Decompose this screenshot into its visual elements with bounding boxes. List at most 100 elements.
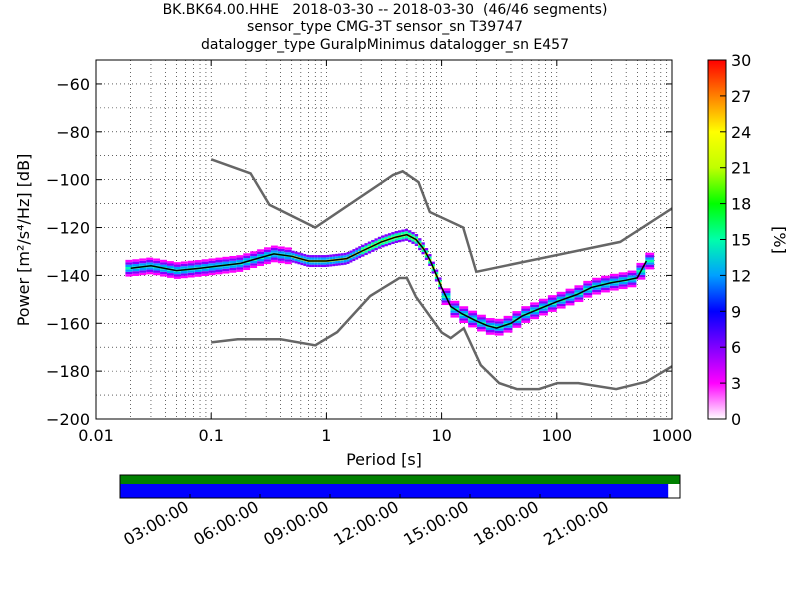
heatmap-cell — [361, 247, 365, 250]
heatmap-cell — [326, 262, 330, 265]
heatmap-cell — [201, 268, 209, 272]
heatmap-cell — [314, 257, 318, 260]
heatmap-cell — [229, 270, 237, 273]
heatmap-cell — [384, 234, 388, 237]
heatmap-cell — [645, 264, 655, 268]
heatmap-cell — [194, 260, 202, 263]
heatmap-cell — [201, 273, 209, 276]
heatmap-cell — [343, 260, 347, 263]
heatmap-cell — [187, 272, 195, 276]
heatmap-cell — [291, 257, 295, 261]
heatmap-cell — [329, 264, 333, 267]
heatmap-cell — [565, 288, 575, 292]
heatmap-cell — [521, 310, 531, 314]
noise-model-lines — [130, 158, 672, 391]
heatmap-cell — [450, 303, 460, 306]
heatmap-cell — [477, 314, 486, 318]
heatmap-cell — [503, 325, 513, 328]
heatmap-cell — [441, 297, 451, 301]
heatmap-cell — [512, 320, 522, 324]
colorbar-tick-label: 9 — [731, 302, 741, 321]
y-tick-label: −180 — [46, 362, 90, 381]
heatmap-cell — [494, 333, 504, 336]
heatmap-cell — [250, 253, 258, 257]
heatmap-cell — [438, 277, 442, 280]
heatmap-cell — [323, 264, 327, 268]
heatmap-cell — [377, 239, 382, 242]
timeline-tick-label: 09:00:00 — [260, 497, 332, 549]
heatmap-cell — [250, 265, 258, 269]
heatmap-cell — [335, 263, 338, 266]
heatmap-cell — [530, 314, 540, 317]
heatmap-cell — [627, 280, 637, 283]
heatmap-cell — [583, 285, 593, 289]
heatmap-cell — [384, 243, 388, 247]
heatmap-cell — [340, 260, 344, 263]
heatmap-cell — [208, 260, 216, 264]
heatmap-cell — [201, 259, 209, 262]
heatmap-cell — [530, 304, 540, 308]
heatmap-cell — [125, 267, 133, 270]
heatmap-cell — [627, 284, 637, 288]
heatmap-cell — [173, 264, 181, 267]
heatmap-cell — [394, 233, 398, 236]
heatmap-cell — [401, 236, 405, 240]
heatmap-cell — [264, 247, 271, 250]
heatmap-cell — [291, 250, 295, 254]
heatmap-cell — [355, 247, 359, 251]
heatmap-cell — [201, 261, 209, 265]
heatmap-cell — [270, 247, 278, 251]
heatmap-cell — [547, 304, 557, 308]
heatmap-cell — [309, 262, 312, 265]
heatmap-cell — [358, 246, 362, 249]
heatmap-cell — [494, 318, 504, 322]
heatmap-cell — [459, 320, 469, 323]
heatmap-cell — [326, 264, 330, 267]
heatmap-cell — [627, 282, 637, 285]
heatmap-cell — [222, 271, 230, 274]
heatmap-cell — [257, 263, 265, 267]
heatmap-cell — [556, 291, 566, 295]
heatmap-cell — [547, 307, 557, 310]
heatmap-cell — [521, 308, 531, 311]
heatmap-cell — [337, 255, 341, 259]
heatmap-cell — [166, 265, 174, 269]
heatmap-cell — [187, 275, 195, 278]
heatmap-cell — [257, 254, 265, 257]
heatmap-cell — [367, 248, 372, 252]
heatmap-cell — [222, 268, 230, 272]
heatmap-cell — [374, 240, 378, 244]
heatmap-cell — [601, 280, 610, 283]
heatmap-cell — [583, 295, 593, 298]
heatmap-cell — [250, 260, 258, 264]
heatmap-cell — [636, 267, 646, 271]
heatmap-cell — [166, 270, 174, 274]
colorbar-tick-label: 0 — [731, 410, 741, 429]
heatmap-cell — [468, 313, 478, 316]
heatmap-cell — [270, 245, 278, 248]
heatmap-cell — [411, 241, 415, 244]
heatmap-cell — [236, 255, 244, 258]
heatmap-cell — [397, 232, 402, 236]
heatmap-cell — [450, 310, 460, 313]
heatmap-cell — [340, 262, 344, 266]
heatmap-cell — [355, 254, 359, 258]
heatmap-cell — [208, 270, 216, 273]
heatmap-cell — [306, 254, 310, 258]
heatmap-cell — [160, 262, 167, 265]
heatmap-cell — [367, 243, 372, 247]
heatmap-cell — [374, 247, 378, 251]
heatmap-cell — [592, 277, 602, 281]
heatmap-cell — [270, 259, 278, 263]
heatmap-cell — [236, 264, 244, 268]
heatmap-cell — [355, 250, 359, 253]
heatmap-cell — [303, 253, 307, 257]
heatmap-cell — [270, 257, 278, 260]
chart-title-line-1: BK.BK64.00.HHE 2018-03-30 -- 2018-03-30 … — [162, 2, 608, 18]
colorbar-tick-label: 15 — [731, 231, 751, 250]
heatmap-cell — [411, 231, 415, 235]
heatmap-cell — [320, 255, 324, 258]
heatmap-cell — [352, 258, 356, 262]
heatmap-cell — [414, 236, 419, 239]
heatmap-cell — [547, 297, 557, 300]
